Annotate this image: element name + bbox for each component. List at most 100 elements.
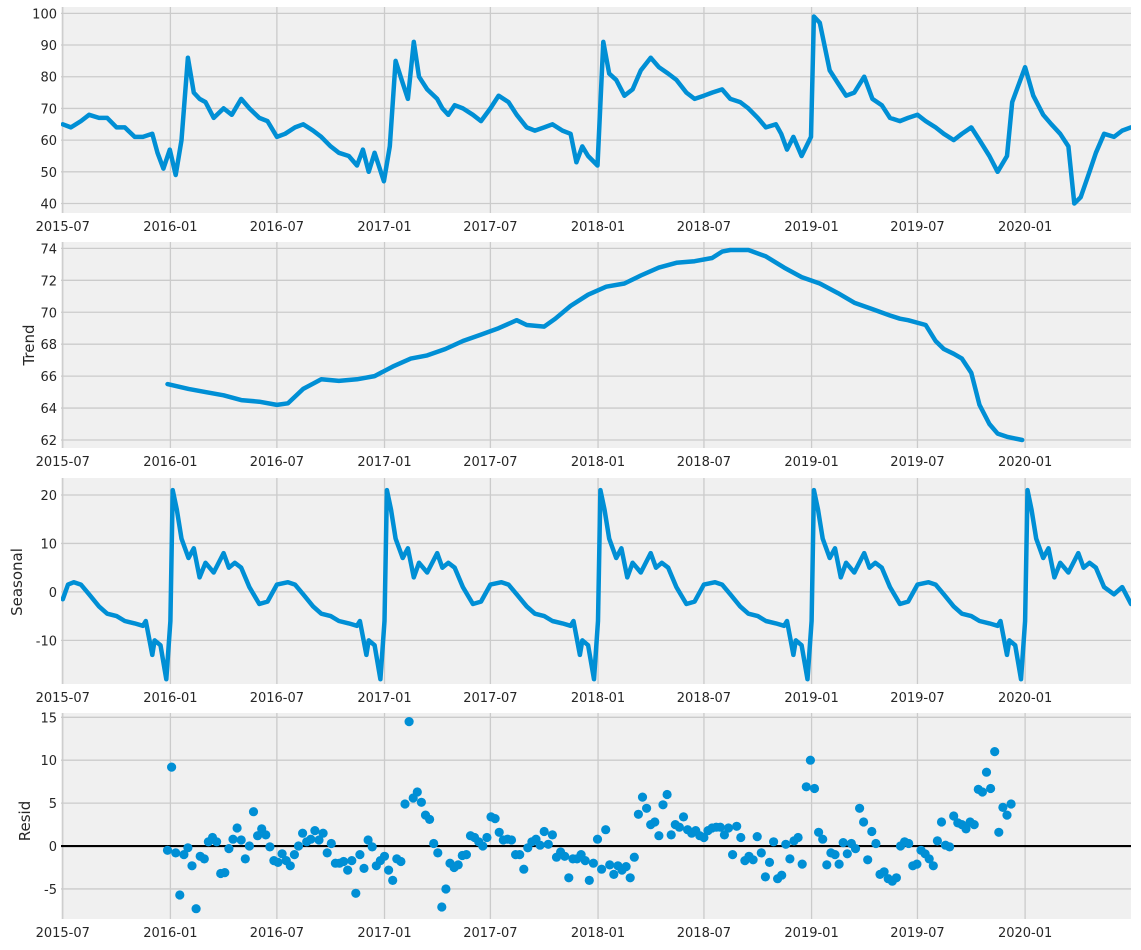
- resid-point: [928, 861, 938, 871]
- resid-point: [756, 848, 766, 858]
- resid-point: [650, 817, 660, 827]
- resid-point: [461, 850, 471, 860]
- resid-point: [871, 838, 881, 849]
- resid-point: [834, 859, 844, 869]
- resid-point: [637, 792, 648, 802]
- resid-point: [183, 843, 193, 853]
- trend-ytick-label: 72: [40, 274, 57, 289]
- resid-point: [830, 850, 840, 860]
- resid-point: [379, 851, 390, 861]
- resid-point: [253, 831, 263, 841]
- trend-ytick-label: 74: [40, 242, 57, 257]
- observed-tick-labels: 40 50 60 70 80 90 100 2015-07 2016-01 2016-07 2017…: [32, 7, 1052, 235]
- resid-point: [777, 870, 787, 880]
- resid-point: [404, 717, 414, 727]
- resid-point: [547, 830, 558, 840]
- resid-point: [584, 875, 594, 886]
- resid-point: [564, 873, 574, 883]
- resid-point: [339, 856, 349, 867]
- resid-point: [818, 834, 828, 844]
- resid-point: [597, 864, 607, 874]
- seasonal-ytick-label: 20: [40, 489, 57, 504]
- resid-point: [609, 869, 619, 880]
- resid-point: [355, 850, 365, 860]
- resid-point: [519, 864, 529, 874]
- seasonal-xtick-label-2015-07: 2015-07: [36, 691, 90, 706]
- resid-point: [543, 839, 553, 849]
- resid-xtick-label-2019-07: 2019-07: [890, 926, 944, 941]
- observed-panel-background: [61, 7, 1131, 213]
- resid-panel-background: [61, 713, 1131, 919]
- seasonal-line: [61, 487, 1131, 682]
- resid-point: [506, 835, 517, 845]
- resid-point: [855, 803, 865, 813]
- resid-point: [809, 783, 820, 794]
- resid-point: [678, 812, 689, 822]
- resid-point: [306, 834, 316, 844]
- trend-xtick-label-2018-01: 2018-01: [571, 455, 625, 470]
- observed-xtick-label-2019-01: 2019-01: [784, 220, 838, 235]
- observed-ytick-label: 60: [40, 134, 57, 149]
- resid-point: [400, 799, 410, 809]
- resid-point: [1006, 799, 1016, 809]
- trend-grid: [61, 242, 1131, 448]
- resid-xtick-label-2016-07: 2016-07: [250, 926, 304, 941]
- resid-xtick-label-2017-01: 2017-01: [357, 926, 411, 941]
- resid-point: [605, 860, 615, 870]
- resid-point: [248, 807, 259, 817]
- resid-point: [580, 856, 590, 866]
- resid-ytick-label: 5: [49, 797, 57, 812]
- seasonal-xtick-label-2020-01: 2020-01: [998, 691, 1052, 706]
- observed-xtick-label-2017-01: 2017-01: [357, 220, 411, 235]
- resid-point: [277, 849, 287, 859]
- resid-point: [396, 856, 406, 867]
- resid-xtick-label-2016-01: 2016-01: [143, 926, 197, 941]
- resid-point: [748, 855, 758, 865]
- resid-point: [801, 782, 811, 792]
- trend-xtick-label-2019-01: 2019-01: [784, 455, 838, 470]
- resid-point: [715, 822, 725, 832]
- resid-point: [592, 834, 603, 844]
- resid-point: [760, 872, 771, 882]
- resid-point: [990, 747, 1000, 757]
- trend-ytick-label: 64: [40, 402, 57, 417]
- resid-point: [588, 858, 599, 868]
- observed-xtick-label-2018-01: 2018-01: [571, 220, 625, 235]
- resid-point: [621, 862, 631, 872]
- resid-point: [167, 762, 177, 772]
- resid-point: [867, 826, 877, 837]
- observed-ytick-label: 90: [40, 39, 57, 54]
- resid-point: [912, 859, 922, 869]
- resid-point: [842, 849, 852, 859]
- resid-point: [240, 854, 250, 864]
- trend-series: [165, 247, 1025, 443]
- resid-point: [961, 824, 971, 834]
- resid-point: [764, 857, 775, 868]
- resid-point: [228, 834, 238, 844]
- resid-point: [629, 852, 639, 862]
- resid-ytick-label: 0: [49, 840, 57, 855]
- resid-point: [515, 850, 525, 860]
- resid-point: [822, 860, 832, 870]
- resid-point: [539, 826, 549, 837]
- resid-ytick-label: 10: [40, 754, 57, 769]
- trend-ytick-label: 70: [40, 306, 57, 321]
- resid-point: [769, 837, 779, 847]
- resid-point: [343, 865, 353, 875]
- observed-ytick-label: 100: [32, 7, 57, 22]
- trend-axis-label: Trend: [20, 324, 38, 366]
- observed-xtick-label-2016-01: 2016-01: [143, 220, 197, 235]
- resid-point: [187, 861, 197, 871]
- resid-point: [433, 848, 443, 858]
- resid-point: [658, 800, 668, 810]
- resid-point: [191, 904, 201, 914]
- resid-point: [998, 802, 1008, 813]
- seasonal-ytick-label: 10: [40, 537, 57, 552]
- resid-axis-label: Resid: [16, 801, 34, 841]
- resid-point: [482, 832, 492, 843]
- resid-point: [981, 767, 992, 777]
- observed-xtick-label-2019-07: 2019-07: [890, 220, 944, 235]
- trend-xtick-label-2015-07: 2015-07: [36, 455, 90, 470]
- resid-point: [781, 839, 791, 849]
